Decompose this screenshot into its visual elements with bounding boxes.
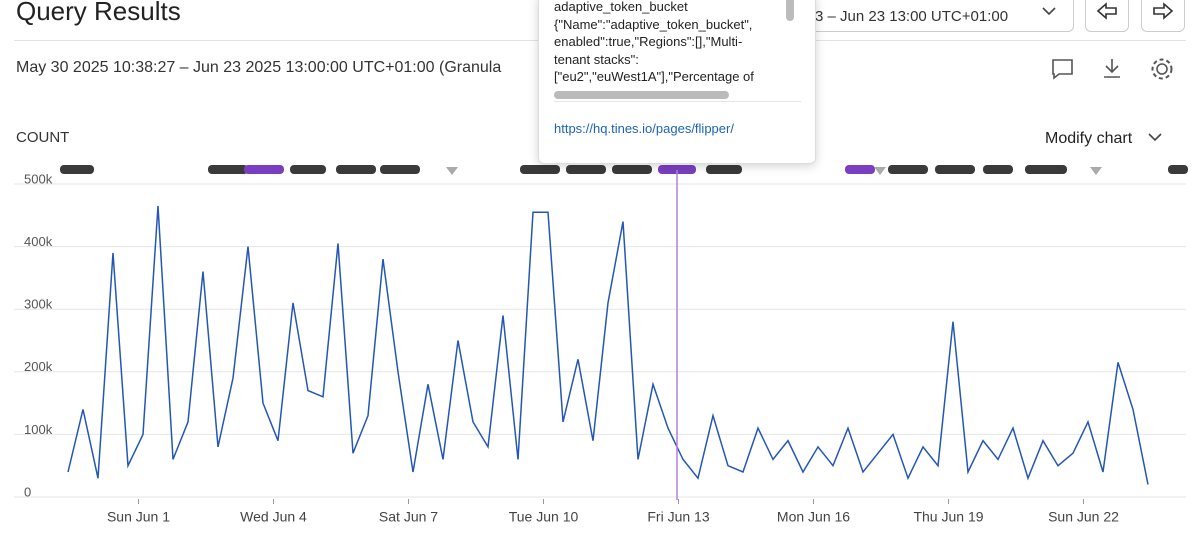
range-picker-text: 3 – Jun 23 13:00 UTC+01:00 (815, 8, 1009, 25)
y-tick-label: 500k (24, 171, 53, 186)
comment-icon[interactable] (1052, 59, 1073, 80)
series-line (67, 205, 1149, 485)
tooltip-line: enabled":true,"Regions":[],"Multi- (554, 34, 743, 49)
modify-chart-text: Modify chart (1045, 130, 1133, 147)
divider (554, 101, 801, 102)
icon (1096, 2, 1117, 20)
x-tick-label: Fri Jun 13 (647, 509, 709, 525)
x-tick-label: Thu Jun 19 (913, 509, 983, 525)
y-tick-label: 100k (24, 422, 53, 437)
modify-chart[interactable]: Modify chart (1045, 130, 1163, 148)
time-range: May 30 2025 10:38:27 – Jun 23 2025 13:00… (16, 59, 502, 76)
y-tick-label: 400k (24, 234, 53, 249)
event-markers (60, 165, 1188, 175)
scrollbar (554, 91, 729, 99)
y-tick-label: 200k (24, 359, 53, 374)
tooltip: https://hq.tines.io/pages/flipper/ adapt… (538, 0, 816, 164)
x-tick-label: Wed Jun 4 (240, 509, 307, 525)
next-button[interactable] (1141, 0, 1185, 32)
chevron (1148, 133, 1162, 142)
x-tick-label: Sat Jun 7 (379, 509, 438, 525)
y-axis-label: COUNT (16, 129, 69, 146)
x-tick-label: Mon Jun 16 (777, 509, 850, 525)
chevron (1042, 7, 1056, 16)
x-tick-label: Tue Jun 10 (509, 509, 579, 525)
page-title: Query Results (16, 0, 181, 26)
settings-icon[interactable] (1156, 63, 1168, 75)
toolbar-icons (1052, 58, 1173, 80)
tooltip-line: adaptive_token_bucket (554, 0, 688, 14)
y-tick-label: 300k (24, 297, 53, 312)
x-tick-label: Sun Jun 1 (107, 509, 170, 525)
download-icon[interactable] (1104, 59, 1120, 78)
tooltip-line: {"Name":"adaptive_token_bucket", (554, 16, 753, 32)
y-tick-label: 0 (24, 484, 31, 499)
scrollbar (786, 0, 794, 21)
tooltip-line: tenant stacks": (554, 51, 639, 67)
icon (1153, 2, 1174, 20)
prev-button[interactable] (1085, 0, 1129, 32)
x-tick-label: Sun Jun 22 (1048, 509, 1119, 525)
tooltip-line: ["eu2","euWest1A"],"Percentage of (554, 69, 754, 84)
tooltip-link[interactable]: https://hq.tines.io/pages/flipper/ (554, 121, 734, 136)
